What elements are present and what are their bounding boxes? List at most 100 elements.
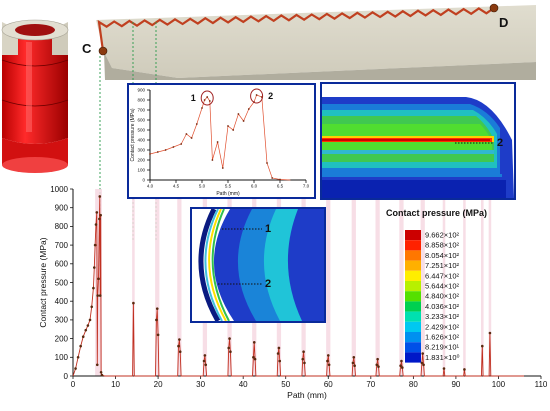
legend-swatch: [405, 270, 421, 281]
inset-contact-band: 2: [320, 82, 516, 200]
x-tick-label: 110: [535, 380, 548, 389]
legend-title: Contact pressure (MPa): [386, 208, 487, 218]
legend-label: 8.054×10²: [425, 251, 459, 260]
data-point: [351, 361, 355, 365]
data-point: [185, 133, 188, 135]
y-tick-label: 700: [55, 241, 69, 250]
y-tick-label: 900: [137, 88, 145, 93]
highlight-band: [132, 189, 135, 376]
highlight-band: [488, 189, 492, 376]
data-point: [81, 335, 85, 339]
data-point: [401, 366, 404, 369]
data-point: [204, 363, 208, 367]
data-point: [237, 113, 240, 115]
y-tick-label: 600: [55, 260, 69, 269]
data-point: [327, 363, 331, 367]
data-point: [190, 137, 193, 139]
data-point: [228, 337, 231, 340]
legend-swatch: [405, 321, 421, 332]
legend-swatch: [405, 342, 421, 353]
data-point: [377, 365, 380, 368]
point-d-label: D: [499, 15, 508, 30]
data-point: [399, 364, 402, 368]
thread-contact-line: [97, 7, 495, 52]
data-point: [352, 356, 356, 359]
y-tick-label: 400: [137, 138, 145, 143]
x-tick-label: 20: [154, 380, 163, 389]
data-point: [132, 301, 135, 305]
y-tick-label: 0: [64, 372, 69, 381]
x-tick-label: 10: [111, 380, 120, 389]
x-tick-label: 4.0: [147, 184, 154, 189]
x-tick-label: 50: [281, 380, 290, 389]
legend-label: 1.831×10⁰: [425, 353, 460, 362]
data-point: [227, 346, 231, 350]
y-tick-label: 800: [55, 222, 69, 231]
legend-label: 1.626×10²: [425, 333, 459, 342]
data-point: [211, 159, 214, 161]
data-point: [155, 307, 159, 310]
peak-label: 1: [191, 93, 196, 103]
data-point: [94, 223, 98, 226]
data-point: [180, 143, 183, 145]
section-annotation-1: 1: [265, 223, 271, 235]
legend-label: 8.858×10²: [425, 241, 459, 250]
thread-profile: C D: [82, 3, 536, 80]
y-tick-label: 100: [55, 353, 69, 362]
data-point: [92, 286, 95, 290]
data-point: [277, 346, 281, 350]
x-tick-label: 5.5: [225, 184, 232, 189]
y-tick-label: 1000: [50, 185, 68, 194]
data-point: [93, 243, 97, 247]
data-point: [201, 107, 203, 109]
highlight-band: [420, 189, 425, 376]
data-point: [252, 356, 255, 359]
y-tick-label: 600: [137, 118, 145, 123]
legend-label: 2.429×10²: [425, 322, 459, 331]
data-point: [255, 94, 258, 96]
data-point: [232, 129, 235, 131]
point-c-label: C: [82, 41, 92, 56]
data-point: [74, 367, 77, 370]
data-point: [421, 352, 425, 355]
data-point: [400, 359, 403, 363]
data-point: [253, 357, 257, 361]
highlight-band: [375, 189, 380, 376]
x-tick-label: 40: [239, 380, 248, 389]
y-tick-label: 900: [55, 204, 69, 213]
highlight-band: [326, 189, 331, 376]
highlight-band: [442, 189, 446, 376]
data-point: [156, 333, 160, 337]
y-axis-label: Contact pressure (MPa): [130, 108, 136, 161]
data-point: [98, 195, 102, 198]
data-point: [376, 357, 379, 361]
legend-swatch: [405, 301, 421, 312]
data-point: [86, 324, 90, 327]
highlight-band: [463, 189, 466, 376]
data-point: [303, 361, 306, 365]
data-point: [301, 357, 305, 361]
y-tick-label: 800: [137, 98, 145, 103]
data-point: [420, 361, 424, 365]
data-point: [202, 359, 206, 363]
data-point: [353, 364, 356, 368]
peak-label: 2: [268, 91, 273, 101]
data-point: [442, 367, 446, 370]
legend-swatch: [405, 281, 421, 292]
highlight-band: [399, 189, 404, 376]
data-point: [149, 153, 151, 155]
x-tick-label: 0: [71, 380, 76, 389]
y-tick-label: 200: [137, 158, 145, 163]
data-point: [97, 277, 100, 281]
data-point: [206, 96, 209, 98]
data-point: [96, 294, 99, 297]
legend-swatch: [405, 250, 421, 261]
data-point: [155, 318, 158, 322]
band-annotation-2: 2: [497, 137, 503, 149]
data-point: [216, 141, 219, 143]
data-point: [375, 363, 379, 367]
x-tick-label: 7.0: [303, 184, 310, 189]
y-tick-label: 200: [55, 334, 69, 343]
data-point: [326, 354, 330, 357]
data-point: [203, 354, 207, 357]
